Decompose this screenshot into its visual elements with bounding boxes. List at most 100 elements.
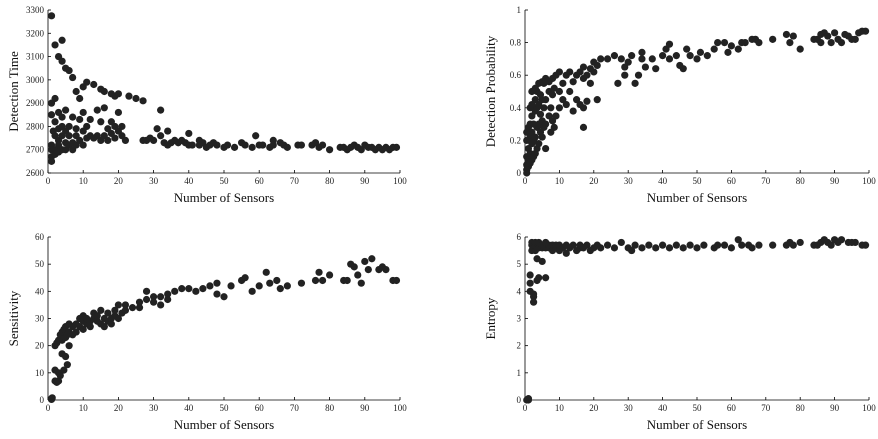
data-point	[686, 52, 694, 60]
data-point	[769, 241, 777, 249]
x-tick-label: 0	[46, 403, 51, 413]
data-point	[665, 244, 674, 252]
y-tick-label: 4	[517, 286, 522, 296]
y-tick-label: 0.4	[510, 103, 522, 113]
data-point	[789, 241, 797, 249]
data-point	[72, 87, 80, 96]
data-point	[262, 268, 270, 276]
data-point	[550, 123, 558, 131]
data-point	[665, 40, 674, 48]
x-tick-label: 60	[255, 176, 265, 186]
x-tick-label: 20	[114, 403, 124, 413]
x-tick-label: 90	[830, 403, 840, 413]
data-point	[672, 241, 680, 249]
y-tick-label: 1	[517, 5, 522, 15]
data-point	[185, 129, 193, 138]
x-tick-label: 40	[184, 403, 194, 413]
data-point	[382, 266, 390, 274]
data-point	[114, 314, 122, 323]
data-point	[47, 111, 56, 119]
data-point	[83, 122, 91, 131]
data-point	[789, 32, 797, 40]
data-point	[283, 143, 291, 151]
data-point	[610, 52, 619, 60]
y-tick-label: 20	[35, 341, 45, 351]
data-point	[851, 35, 859, 43]
data-point	[86, 323, 94, 331]
data-point	[227, 282, 235, 290]
data-point	[617, 238, 625, 247]
data-point	[741, 39, 749, 47]
data-point	[542, 96, 550, 104]
data-point	[297, 279, 306, 287]
data-point	[552, 112, 560, 120]
x-tick-label: 30	[624, 403, 634, 413]
data-point	[526, 279, 534, 287]
x-axis-label: Number of Sensors	[174, 190, 274, 205]
data-point	[118, 122, 126, 131]
data-point	[593, 96, 601, 104]
data-point	[824, 32, 832, 40]
data-point	[213, 141, 221, 149]
y-tick-label: 5	[517, 259, 522, 269]
data-point	[714, 39, 722, 47]
data-point	[851, 238, 859, 247]
data-point	[86, 115, 94, 124]
data-point	[562, 249, 570, 257]
x-tick-label: 20	[589, 403, 599, 413]
y-tick-label: 0	[40, 395, 45, 405]
data-point	[150, 136, 158, 144]
data-point	[248, 287, 256, 295]
data-point	[51, 118, 59, 126]
data-point	[586, 79, 594, 87]
panel-detection-time: 0 10 20 30 40 50 60 70 80 90 100 2600 2700 2800 2900 30…	[6, 5, 407, 205]
data-point	[831, 29, 839, 37]
data-point	[318, 141, 327, 149]
y-tick-label: 2900	[26, 98, 45, 108]
data-point	[550, 84, 558, 92]
data-point	[266, 279, 274, 287]
data-point	[153, 125, 161, 133]
data-point	[65, 132, 73, 140]
data-point	[326, 271, 334, 279]
data-point	[645, 241, 653, 249]
data-point	[100, 104, 108, 112]
data-point	[111, 306, 119, 314]
data-point	[220, 293, 228, 301]
data-point	[579, 63, 588, 71]
y-tick-label: 6	[517, 232, 522, 242]
data-point	[579, 104, 588, 112]
data-point	[727, 42, 736, 50]
data-point	[157, 106, 165, 114]
x-tick-label: 70	[290, 176, 300, 186]
x-tick-label: 20	[114, 176, 124, 186]
panel-detection-probability: 0 10 20 30 40 50 60 70 80 90 100 0 0.2 0.4 0.6 0.8 1 Numb…	[483, 5, 876, 205]
data-point	[817, 39, 825, 47]
x-tick-label: 100	[862, 403, 876, 413]
data-point	[65, 122, 73, 131]
x-tick-label: 60	[727, 176, 737, 186]
data-point	[72, 328, 80, 336]
data-point	[93, 106, 101, 114]
x-tick-label: 10	[79, 403, 89, 413]
data-point	[555, 104, 564, 112]
x-tick-label: 0	[523, 176, 528, 186]
data-point	[631, 241, 639, 249]
y-axis-label: Detection Probability	[483, 35, 498, 147]
data-point	[524, 395, 533, 403]
data-point	[583, 97, 591, 105]
data-point	[273, 276, 281, 285]
data-point	[283, 282, 291, 290]
data-point	[703, 52, 711, 60]
data-point	[135, 304, 144, 312]
x-tick-label: 0	[46, 176, 51, 186]
data-point	[652, 244, 660, 252]
data-point	[199, 285, 207, 293]
data-point	[354, 271, 362, 279]
data-point	[311, 276, 320, 285]
data-point	[315, 268, 323, 276]
data-point	[734, 236, 742, 244]
data-point	[526, 271, 534, 279]
data-point	[318, 276, 327, 285]
